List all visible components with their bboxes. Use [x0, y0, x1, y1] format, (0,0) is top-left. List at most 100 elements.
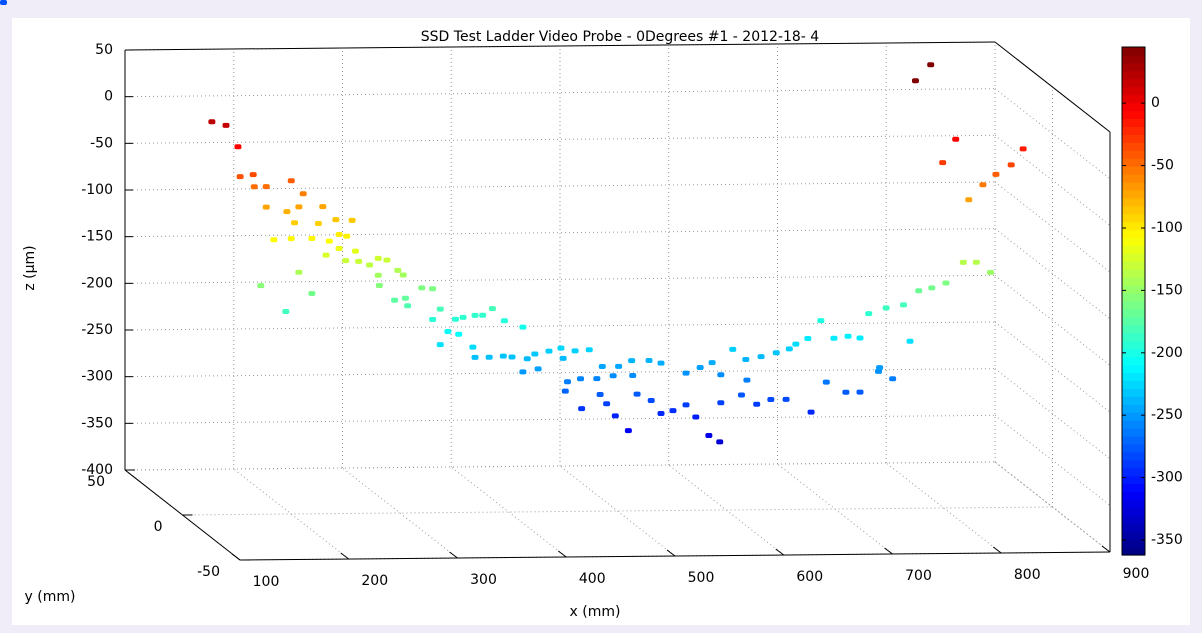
colorbar-cell	[1122, 54, 1145, 64]
grid-line	[668, 464, 785, 556]
data-point	[882, 305, 890, 311]
data-point	[585, 347, 593, 353]
colorbar-cell	[1122, 142, 1145, 151]
data-point	[669, 408, 677, 414]
colorbar-cell	[1122, 428, 1145, 437]
z-tick-label: -150	[81, 229, 113, 245]
chart-title: SSD Test Ladder Video Probe - 0Degrees #…	[421, 29, 820, 45]
data-point	[611, 413, 619, 419]
data-point	[459, 314, 467, 320]
colorbar-cell	[1122, 70, 1145, 80]
data-point	[383, 257, 391, 263]
data-point	[322, 252, 330, 258]
colorbar-cell	[1122, 316, 1145, 326]
z-tick-label: -100	[81, 182, 113, 198]
colorbar-cell	[1122, 459, 1145, 469]
z-tick-label: 50	[95, 42, 113, 58]
data-point	[469, 344, 477, 350]
data-point	[717, 400, 725, 406]
data-point	[647, 398, 655, 404]
data-point	[609, 373, 617, 379]
data-point	[737, 392, 745, 398]
data-point	[295, 269, 303, 275]
data-point	[987, 269, 995, 275]
grid-line	[994, 368, 1111, 460]
data-point	[0, 0, 7, 5]
colorbar-cell	[1122, 372, 1145, 381]
colorbar-cell	[1122, 443, 1145, 453]
data-point	[682, 402, 690, 408]
data-point	[488, 306, 496, 312]
y-tick-label: 50	[87, 474, 105, 490]
x-tick-label: 800	[1014, 567, 1041, 583]
data-point	[299, 191, 307, 197]
data-point	[889, 376, 897, 382]
data-point	[577, 376, 585, 382]
grid-line	[994, 88, 1111, 180]
data-point	[343, 233, 351, 239]
axis-edge	[124, 41, 996, 51]
colorbar-cell	[1122, 523, 1145, 532]
y-axis-label: y (mm)	[25, 589, 76, 605]
data-point	[633, 391, 641, 397]
data-point	[965, 197, 973, 203]
grid-line	[559, 465, 676, 557]
data-point	[351, 248, 359, 254]
data-point	[792, 341, 800, 347]
data-point	[785, 346, 793, 352]
data-point	[729, 346, 737, 352]
data-point	[817, 318, 825, 324]
x-tick-label: 700	[905, 568, 932, 584]
x-tick-label: 500	[688, 570, 715, 586]
data-point	[270, 237, 278, 243]
colorbar-cell	[1122, 332, 1145, 342]
colorbar-cell	[1122, 221, 1145, 231]
figure	[12, 18, 1190, 625]
data-point	[696, 364, 704, 370]
data-point	[436, 342, 444, 348]
data-point	[262, 204, 270, 210]
colorbar-cell	[1122, 539, 1145, 548]
colorbar-cell	[1122, 340, 1145, 350]
colorbar-cell	[1122, 229, 1145, 239]
tick-mark	[1101, 545, 1111, 553]
colorbar-tick-label: -100	[1151, 220, 1183, 236]
data-point	[471, 354, 479, 360]
colorbar-cell	[1122, 483, 1145, 493]
grid-line	[450, 466, 567, 558]
data-point	[830, 335, 838, 341]
tick-mark	[449, 551, 458, 559]
grid-line	[994, 274, 1111, 366]
colorbar-cell	[1122, 126, 1145, 135]
data-point	[250, 184, 258, 190]
colorbar-cell	[1122, 380, 1145, 389]
data-point	[374, 255, 382, 261]
colorbar-cell	[1122, 491, 1145, 501]
data-point	[598, 363, 606, 369]
data-point	[429, 286, 437, 292]
data-point	[979, 182, 987, 188]
data-point	[563, 379, 571, 385]
data-point	[523, 356, 531, 362]
data-point	[657, 360, 665, 366]
data-point	[915, 288, 923, 294]
colorbar-cell	[1122, 197, 1145, 207]
z-tick-label: -350	[81, 415, 113, 431]
colorbar-cell	[1122, 356, 1145, 366]
data-point	[876, 365, 884, 371]
colorbar-cell	[1122, 364, 1145, 374]
colorbar-cell	[1122, 118, 1145, 127]
colorbar-tick-label: -300	[1151, 470, 1183, 486]
data-point	[291, 220, 299, 226]
colorbar-cell	[1122, 499, 1145, 508]
z-axis-label: z (µm)	[22, 245, 38, 290]
data-point	[629, 373, 637, 379]
data-point	[561, 388, 569, 394]
colorbar-cell	[1122, 293, 1145, 302]
colorbar-tick-label: -350	[1151, 532, 1183, 548]
data-point	[257, 283, 265, 289]
colorbar-cell	[1122, 467, 1145, 477]
z-tick-label: -300	[81, 369, 113, 385]
data-point	[534, 366, 542, 372]
data-point	[911, 78, 919, 84]
